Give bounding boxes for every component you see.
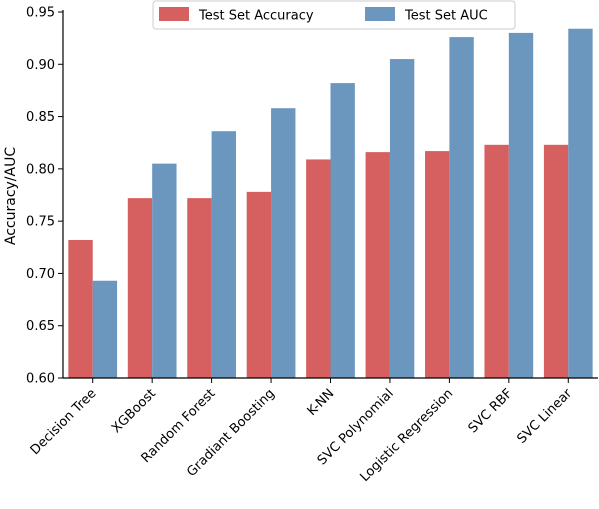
bar-accuracy-logistic-regression: [425, 151, 450, 378]
bar-auc-decision-tree: [92, 280, 118, 378]
y-tick-label: 0.80: [26, 162, 55, 177]
bar-auc-svc-polynomial: [389, 59, 415, 379]
y-tick-label: 0.85: [26, 110, 55, 125]
bar-auc-gradiant-boosting: [271, 108, 296, 378]
bar-auc-xgboost: [152, 163, 177, 378]
bar-accuracy-decision-tree: [68, 239, 93, 378]
y-tick-label: 0.70: [26, 267, 55, 282]
bar-auc-svc-rbf: [508, 32, 534, 379]
y-tick-label: 0.75: [26, 215, 55, 230]
legend-label-auc: Test Set AUC: [404, 9, 488, 24]
bar-accuracy-k-nn: [306, 159, 331, 378]
legend: Test Set Accuracy Test Set AUC: [152, 0, 516, 30]
bar-accuracy-xgboost: [127, 198, 153, 378]
bar-accuracy-svc-linear: [543, 144, 569, 378]
bar-accuracy-gradiant-boosting: [246, 191, 272, 378]
bar-accuracy-svc-polynomial: [365, 152, 390, 378]
bar-accuracy-svc-rbf: [484, 144, 509, 378]
x-tick-label: SVC Linear: [514, 386, 575, 447]
x-tick-label: SVC RBF: [466, 386, 516, 436]
bar-accuracy-random-forest: [187, 198, 212, 378]
y-ticks-group: 0.60 0.65 0.70 0.75 0.80 0.85 0.90 0.95: [26, 6, 63, 387]
bar-auc-svc-linear: [568, 28, 593, 379]
y-tick-label: 0.60: [26, 372, 55, 387]
y-tick-label: 0.95: [26, 6, 55, 21]
legend-frame: [152, 0, 516, 30]
bar-auc-k-nn: [330, 83, 355, 378]
x-tick-label: Decision Tree: [28, 386, 100, 458]
x-tick-label: K-NN: [305, 386, 338, 419]
y-tick-label: 0.90: [26, 58, 55, 73]
legend-swatch-accuracy: [159, 7, 189, 21]
y-tick-label: 0.65: [26, 319, 55, 334]
bars-group: [68, 28, 593, 379]
x-tick-label: XGBoost: [109, 386, 159, 436]
legend-label-accuracy: Test Set Accuracy: [198, 9, 314, 24]
y-axis-label: Accuracy/AUC: [3, 147, 19, 245]
legend-swatch-auc: [365, 7, 395, 21]
bar-auc-logistic-regression: [449, 37, 474, 379]
bar-auc-random-forest: [211, 131, 236, 378]
